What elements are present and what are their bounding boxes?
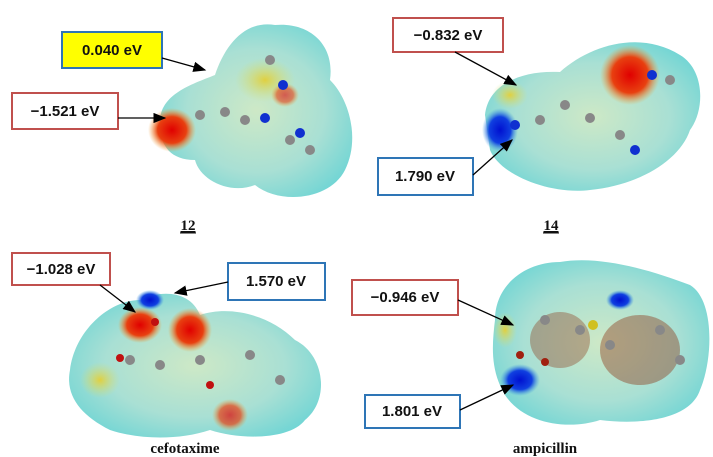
callout-box <box>364 394 461 429</box>
callout-value: −0.832 eV <box>414 27 483 44</box>
arrow <box>472 139 513 176</box>
arrow <box>454 51 518 86</box>
molecule-14 <box>482 42 701 191</box>
molecule-ampicillin <box>492 260 710 425</box>
callout-box <box>11 252 111 286</box>
molecule-12 <box>148 24 353 197</box>
panel-label: 14 <box>544 218 560 234</box>
arrow <box>173 281 229 296</box>
molecule-cefotaxime <box>69 290 322 438</box>
callout-box <box>351 279 459 316</box>
arrow <box>99 284 137 313</box>
panel-label: cefotaxime <box>150 441 219 457</box>
callout-box <box>392 17 504 53</box>
arrow <box>459 384 515 411</box>
panel-label: ampicillin <box>513 441 578 457</box>
callout-value: −1.028 eV <box>27 261 96 278</box>
arrow <box>161 57 207 72</box>
callout-value: 1.801 eV <box>382 403 442 420</box>
callout-value: −0.946 eV <box>371 289 440 306</box>
panel-label: 12 <box>181 218 196 234</box>
callout-value: 0.040 eV <box>82 42 142 59</box>
callout-value: 1.790 eV <box>395 168 455 185</box>
arrow <box>457 299 515 326</box>
callout-box <box>61 31 163 69</box>
callout-box <box>227 262 326 301</box>
callout-value: 1.570 eV <box>246 273 306 290</box>
callout-box <box>11 92 119 130</box>
callout-value: −1.521 eV <box>31 103 100 120</box>
callout-box <box>377 157 474 196</box>
